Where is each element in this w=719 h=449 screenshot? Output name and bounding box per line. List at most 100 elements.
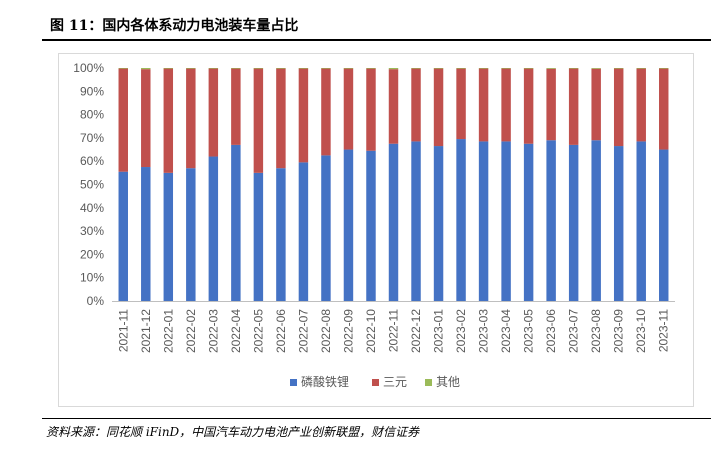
- bar-segment: [411, 68, 421, 142]
- bar-segment: [546, 140, 556, 301]
- bar-segment: [163, 68, 174, 173]
- x-tick-label: 2023-02: [454, 309, 468, 353]
- bar-segment: [298, 68, 309, 163]
- bar-segment: [636, 141, 646, 301]
- x-tick-label: 2022-07: [296, 309, 310, 353]
- bar-segment: [298, 68, 309, 69]
- bar-segment: [231, 144, 241, 301]
- bar-segment: [141, 68, 151, 70]
- bar-segment: [659, 68, 669, 69]
- bar-segment: [411, 141, 421, 301]
- bar-segment: [568, 68, 579, 69]
- bar-segment: [141, 167, 151, 301]
- bar-segment: [208, 156, 219, 301]
- x-tick-label: 2022-05: [251, 309, 265, 353]
- y-tick-label: 10%: [80, 271, 104, 285]
- bar-segment: [343, 68, 354, 150]
- bar-segment: [186, 68, 196, 69]
- x-tick-label: 2022-03: [206, 309, 220, 353]
- y-tick-label: 40%: [80, 201, 104, 215]
- y-tick-label: 100%: [73, 61, 104, 75]
- legend-swatch: [372, 379, 379, 386]
- bar-segment: [366, 68, 376, 69]
- x-tick-label: 2022-12: [409, 309, 423, 353]
- figure-title: 图 11：国内各体系动力电池装车量占比: [50, 18, 299, 34]
- bar-segment: [433, 68, 444, 147]
- bar-segment: [253, 68, 264, 173]
- bar-segment: [276, 68, 286, 69]
- x-tick-label: 2023-11: [657, 309, 671, 352]
- bar-segment: [613, 68, 624, 69]
- bar-segment: [208, 68, 219, 157]
- chart-frame: [58, 53, 694, 407]
- bar-segment: [118, 68, 128, 172]
- x-tick-label: 2022-01: [161, 309, 175, 353]
- bar-segment: [568, 68, 579, 145]
- bar-segment: [253, 172, 264, 301]
- bar-segment: [501, 68, 511, 69]
- y-tick-label: 20%: [80, 247, 104, 261]
- y-tick-label: 90%: [80, 84, 104, 98]
- y-tick-label: 0%: [87, 294, 105, 308]
- bar-segment: [231, 68, 241, 69]
- bar-segment: [366, 68, 376, 151]
- bar-segment: [613, 146, 624, 301]
- y-tick-label: 60%: [80, 154, 104, 168]
- bar-segment: [276, 168, 286, 301]
- bar-segment: [343, 68, 354, 69]
- bar-segment: [523, 68, 534, 144]
- source-note: 资料来源：同花顺 iFinD，中国汽车动力电池产业创新联盟，财信证券: [46, 425, 420, 439]
- x-tick-label: 2022-09: [341, 309, 355, 353]
- bar-segment: [343, 149, 354, 301]
- y-tick-label: 30%: [80, 224, 104, 238]
- bar-segment: [523, 68, 534, 69]
- bar-segment: [141, 69, 151, 168]
- x-tick-label: 2022-04: [229, 309, 243, 353]
- x-tick-label: 2023-09: [612, 309, 626, 353]
- x-tick-label: 2023-04: [499, 309, 513, 353]
- bar-segment: [433, 146, 444, 301]
- bar-segment: [118, 68, 128, 69]
- bar-segment: [388, 69, 399, 144]
- bar-segment: [298, 162, 309, 301]
- bar-segment: [591, 68, 601, 69]
- header-rule: [42, 39, 711, 41]
- x-tick-label: 2023-06: [544, 309, 558, 353]
- x-tick-label: 2023-08: [589, 309, 603, 353]
- y-tick-label: 50%: [80, 178, 104, 192]
- legend-label: 磷酸铁锂: [301, 374, 349, 389]
- bar-segment: [523, 143, 534, 301]
- bar-segment: [478, 68, 489, 69]
- bar-segment: [478, 141, 489, 301]
- bar-segment: [546, 68, 556, 69]
- x-tick-label: 2023-07: [567, 309, 581, 353]
- bar-segment: [321, 68, 331, 69]
- bar-segment: [591, 140, 601, 301]
- legend-label: 三元: [383, 375, 407, 389]
- bar-segment: [253, 68, 264, 69]
- bar-segment: [568, 144, 579, 301]
- x-tick-label: 2023-05: [522, 309, 536, 353]
- bar-segment: [321, 68, 331, 156]
- x-tick-label: 2023-03: [477, 309, 491, 353]
- bar-segment: [613, 68, 624, 147]
- bar-segment: [276, 68, 286, 169]
- x-tick-label: 2022-10: [364, 309, 378, 353]
- bar-segment: [208, 68, 219, 69]
- bar-segment: [186, 168, 196, 301]
- bar-segment: [388, 143, 399, 301]
- x-tick-label: 2022-11: [387, 309, 401, 352]
- x-tick-label: 2021-11: [116, 309, 130, 352]
- y-tick-label: 80%: [80, 108, 104, 122]
- bar-segment: [231, 68, 241, 145]
- bar-segment: [659, 149, 669, 301]
- bar-segment: [163, 172, 174, 301]
- bar-segment: [163, 68, 174, 69]
- bar-segment: [118, 171, 128, 301]
- bar-segment: [501, 68, 511, 142]
- legend-swatch: [425, 379, 432, 386]
- bar-segment: [321, 155, 331, 302]
- bar-segment: [546, 68, 556, 141]
- x-tick-label: 2023-10: [634, 309, 648, 353]
